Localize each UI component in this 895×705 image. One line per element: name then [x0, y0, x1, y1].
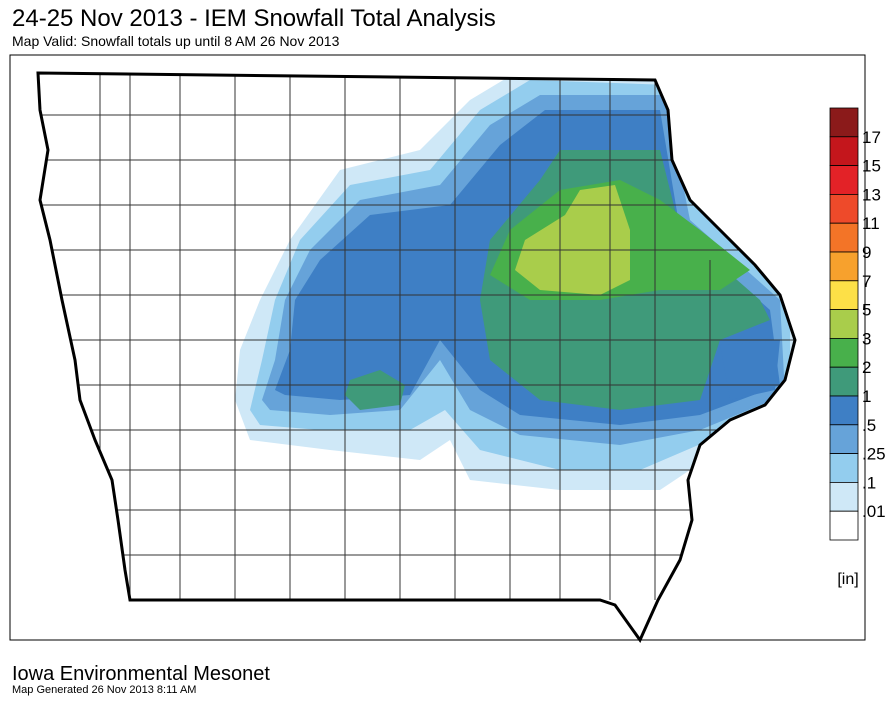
- legend-swatch: [829, 510, 859, 541]
- legend-unit: [in]: [837, 571, 858, 588]
- legend-label: .01: [862, 502, 886, 521]
- subtitle: Map Valid: Snowfall totals up until 8 AM…: [12, 33, 340, 49]
- legend-swatch: [829, 136, 859, 167]
- legend: 17 15 13 11 9 7 5 3 2 1 .5 .25 .1 .01: [829, 107, 886, 541]
- legend-swatch: [829, 251, 859, 282]
- legend-swatch: [829, 280, 859, 310]
- legend-label: .5: [862, 416, 876, 435]
- legend-swatch: [829, 193, 859, 224]
- legend-swatch: [829, 222, 859, 253]
- legend-swatch: [829, 165, 859, 195]
- legend-swatch: [829, 107, 859, 138]
- legend-label: 5: [862, 301, 871, 320]
- legend-label: 7: [862, 272, 871, 291]
- title: 24-25 Nov 2013 - IEM Snowfall Total Anal…: [12, 5, 496, 32]
- legend-swatch: [829, 453, 859, 483]
- legend-label: 9: [862, 243, 871, 262]
- legend-label: 11: [862, 214, 880, 233]
- footer-org: Iowa Environmental Mesonet: [12, 663, 270, 685]
- legend-label: .25: [862, 445, 886, 464]
- county-lines: [38, 73, 795, 600]
- legend-swatch: [829, 309, 859, 339]
- legend-swatch: [829, 481, 859, 512]
- legend-label: 17: [862, 128, 881, 147]
- legend-label: 1: [862, 387, 871, 406]
- legend-swatch: [829, 337, 859, 368]
- legend-label: 2: [862, 358, 871, 377]
- legend-swatch: [829, 366, 859, 397]
- legend-swatch: [829, 424, 859, 454]
- legend-label: 3: [862, 329, 871, 348]
- legend-label: 13: [862, 185, 881, 204]
- legend-label: 15: [862, 157, 881, 176]
- footer-generated: Map Generated 26 Nov 2013 8:11 AM: [12, 684, 196, 696]
- legend-swatch: [829, 395, 859, 426]
- legend-label: .1: [862, 473, 876, 492]
